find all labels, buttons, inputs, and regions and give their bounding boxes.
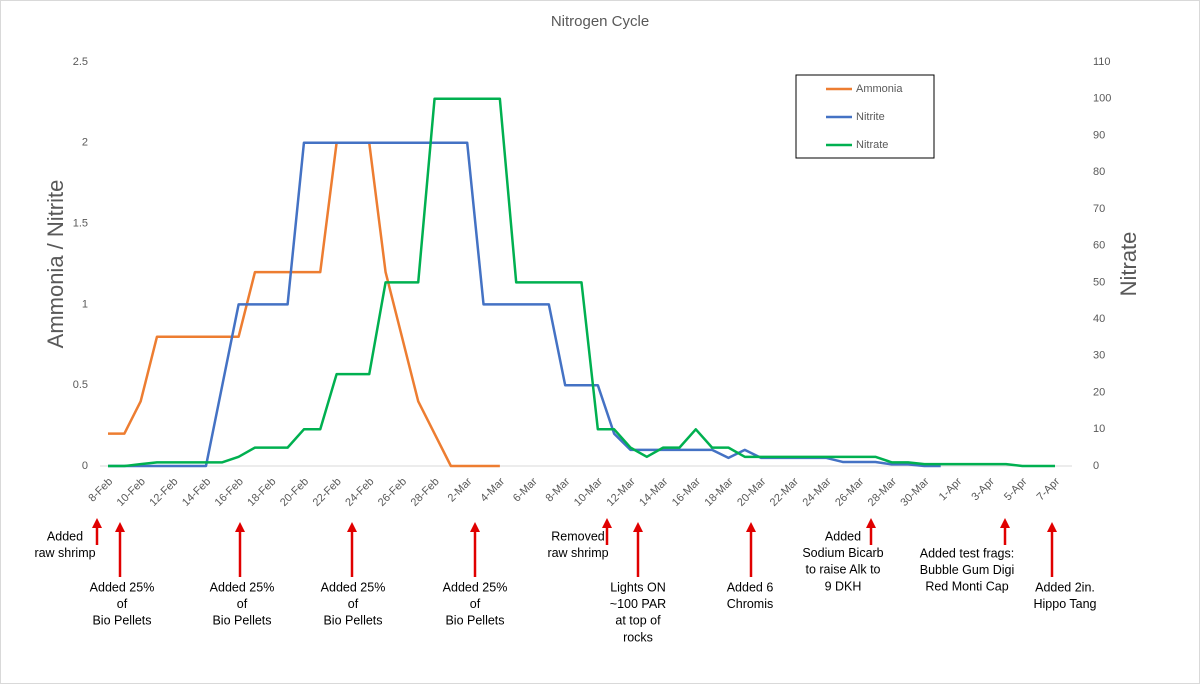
y-tick-label: 2	[82, 137, 88, 149]
annotation-text: Lights ON	[610, 580, 666, 594]
chart-title: Nitrogen Cycle	[551, 13, 649, 30]
annotation-arrowhead	[633, 522, 643, 532]
annotation-text: Bubble Gum Digi	[920, 563, 1015, 577]
annotation-arrowhead	[866, 518, 876, 528]
annotation-text: Red Monti Cap	[925, 580, 1008, 594]
y2-tick-label: 80	[1093, 166, 1105, 178]
annotation-text: raw shrimp	[34, 546, 95, 560]
annotation-text: Chromis	[727, 597, 774, 611]
annotation-arrowhead	[746, 522, 756, 532]
y-axis-title: Ammonia / Nitrite	[43, 180, 68, 349]
annotation-text: of	[237, 597, 248, 611]
y2-tick-label: 110	[1093, 56, 1111, 68]
annotation-text: of	[117, 597, 128, 611]
annotation-text: of	[470, 597, 481, 611]
annotation-text: of	[348, 597, 359, 611]
annotation-text: Bio Pellets	[445, 614, 504, 628]
annotation-text: Added 2in.	[1035, 580, 1095, 594]
y2-tick-label: 70	[1093, 203, 1105, 215]
y2-tick-label: 30	[1093, 350, 1105, 362]
annotation-text: at top of	[615, 614, 661, 628]
y-tick-label: 1	[82, 298, 88, 310]
annotation-text: Added 25%	[321, 580, 386, 594]
annotation-text: Added 6	[727, 580, 774, 594]
legend-label: Ammonia	[856, 83, 903, 95]
legend-box	[795, 74, 935, 159]
annotation-text: ~100 PAR	[610, 597, 666, 611]
series-line	[108, 141, 500, 468]
legend-label: Nitrate	[856, 139, 888, 151]
y2-tick-label: 0	[1093, 460, 1099, 472]
annotation-text: Added 25%	[210, 580, 275, 594]
annotation-arrowhead	[235, 522, 245, 532]
y2-tick-label: 50	[1093, 276, 1105, 288]
annotation-text: rocks	[623, 630, 653, 644]
y2-tick-label: 90	[1093, 129, 1105, 141]
series-line	[108, 97, 1055, 468]
annotation-text: Removed	[551, 529, 605, 543]
y-tick-label: 0	[82, 460, 88, 472]
annotation-text: to raise Alk to	[805, 563, 880, 577]
annotation-text: Hippo Tang	[1033, 597, 1096, 611]
y2-tick-label: 20	[1093, 386, 1105, 398]
y2-axis-title: Nitrate	[1116, 232, 1141, 297]
y2-tick-label: 60	[1093, 240, 1105, 252]
annotation-text: Added 25%	[90, 580, 155, 594]
annotation-arrowhead	[92, 518, 102, 528]
annotation-text: Sodium Bicarb	[802, 546, 883, 560]
annotation-text: 9 DKH	[825, 579, 862, 593]
annotation-arrowhead	[115, 522, 125, 532]
y2-tick-label: 100	[1093, 93, 1111, 105]
legend-label: Nitrite	[856, 111, 885, 123]
annotation-text: Added test frags:	[920, 546, 1015, 560]
annotation-arrowhead	[347, 522, 357, 532]
annotation-arrowhead	[1000, 518, 1010, 528]
annotation-text: Added 25%	[443, 580, 508, 594]
annotation-arrowhead	[602, 518, 612, 528]
y2-tick-label: 40	[1093, 313, 1105, 325]
annotation-text: Added	[825, 529, 861, 543]
annotation-arrowhead	[470, 522, 480, 532]
annotation-text: Bio Pellets	[323, 614, 382, 628]
annotation-text: raw shrimp	[547, 546, 608, 560]
annotation-text: Bio Pellets	[212, 614, 271, 628]
annotation-arrowhead	[1047, 522, 1057, 532]
y2-tick-label: 10	[1093, 423, 1105, 435]
y-tick-label: 2.5	[73, 56, 88, 68]
annotation-text: Added	[47, 529, 83, 543]
annotation-text: Bio Pellets	[92, 614, 151, 628]
y-tick-label: 1.5	[73, 218, 88, 230]
y-tick-label: 0.5	[73, 379, 88, 391]
